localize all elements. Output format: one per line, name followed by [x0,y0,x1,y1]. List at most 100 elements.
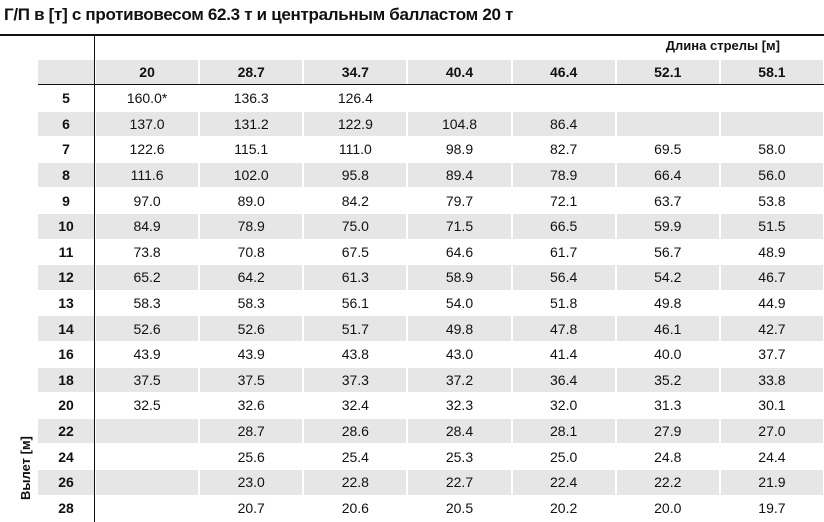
value-cell: 28.6 [304,418,407,444]
column-header: 20 [96,60,199,84]
column-header: 46.4 [512,60,615,84]
value-cell: 66.5 [512,214,615,239]
value-cell: 36.4 [512,367,615,393]
radius-cell: 5 [62,90,70,107]
radius-cell: 16 [58,346,74,363]
value-cell: 72.1 [550,192,578,209]
radius-cell: 22 [38,418,94,444]
value-cell: 86.4 [512,111,615,137]
value-cell [617,86,719,111]
value-cell: 24.4 [758,448,786,465]
value-cell: 56.1 [341,295,369,312]
column-header: 28.7 [200,60,303,84]
value-cell: 20.2 [550,499,578,516]
value-cell: 89.4 [408,162,511,188]
value-cell: 37.5 [200,367,303,393]
radius-cell: 12 [38,265,94,290]
value-cell: 104.8 [408,111,511,137]
value-cell: 52.6 [200,316,303,341]
value-cell: 89.0 [237,192,265,209]
radius-cell: 11 [58,243,74,260]
value-cell: 27.9 [616,418,719,444]
value-cell: 95.8 [304,162,407,188]
value-cell: 111.6 [96,162,199,188]
value-cell: 43.9 [133,346,161,363]
value-cell [96,496,198,521]
value-cell: 82.7 [550,141,578,158]
value-cell: 25.4 [341,448,369,465]
value-cell: 84.2 [341,192,369,209]
value-cell: 61.3 [304,265,407,290]
top-rule [0,34,824,36]
value-cell: 20.0 [654,499,682,516]
value-cell: 32.3 [445,397,474,414]
value-cell: 42.7 [720,316,823,341]
label-header [38,60,94,84]
value-cell: 22.2 [616,470,719,495]
value-cell: 69.5 [654,141,682,158]
value-cell: 20.6 [341,499,369,516]
value-cell: 25.6 [237,448,265,465]
radius-cell: 26 [38,470,94,495]
column-header: 58.1 [720,60,823,84]
value-cell: 122.9 [304,111,407,137]
value-cell: 46.7 [720,265,823,290]
value-cell: 32.5 [133,397,161,414]
value-cell: 58.9 [408,265,511,290]
value-cell: 51.5 [720,214,823,239]
value-cell: 71.5 [408,214,511,239]
value-cell: 40.0 [654,346,682,363]
value-cell: 75.0 [304,214,407,239]
value-cell: 28.4 [408,418,511,444]
value-cell: 102.0 [200,162,303,188]
value-cell: 48.9 [758,243,786,260]
value-cell [513,86,615,111]
value-cell: 41.4 [550,346,578,363]
radius-cell: 18 [38,367,94,393]
column-header: 40.4 [408,60,511,84]
value-cell: 19.7 [758,499,786,516]
value-cell: 126.4 [337,90,373,107]
radius-cell: 7 [62,141,70,158]
value-cell: 49.8 [408,316,511,341]
value-cell: 51.8 [550,295,578,312]
title: Г/П в [т] с противовесом 62.3 т и центра… [4,5,514,24]
value-cell: 24.8 [654,448,682,465]
value-cell: 32.4 [341,397,369,414]
value-cell: 46.1 [616,316,719,341]
value-cell: 61.7 [550,243,578,260]
value-cell: 70.8 [237,243,265,260]
value-cell: 56.0 [720,162,823,188]
value-cell: 28.1 [512,418,615,444]
value-cell: 25.0 [550,448,578,465]
radius-cell: 14 [38,316,94,341]
value-cell: 122.6 [129,141,165,158]
value-cell: 131.2 [200,111,303,137]
value-cell: 136.3 [233,90,269,107]
value-cell: 84.9 [96,214,199,239]
value-cell: 32.6 [237,397,265,414]
value-cell: 22.4 [512,470,615,495]
value-cell: 58.0 [758,141,786,158]
value-cell [96,418,199,444]
value-cell [720,111,823,137]
value-cell: 22.8 [304,470,407,495]
radius-label: Вылет [м] [18,436,33,500]
value-cell: 67.5 [341,243,369,260]
value-cell: 111.0 [338,141,372,158]
radius-cell: 9 [62,192,70,209]
value-cell [408,86,510,111]
value-cell: 32.0 [550,397,578,414]
value-cell: 43.0 [445,346,474,363]
value-cell: 47.8 [512,316,615,341]
value-cell: 28.7 [200,418,303,444]
value-cell: 20.5 [445,499,474,516]
boom-label: Длина стрелы [м] [665,38,780,53]
value-cell: 37.7 [758,346,786,363]
value-cell: 54.2 [616,265,719,290]
value-cell: 43.9 [237,346,265,363]
value-cell: 78.9 [200,214,303,239]
value-cell: 21.9 [720,470,823,495]
value-cell: 59.9 [616,214,719,239]
